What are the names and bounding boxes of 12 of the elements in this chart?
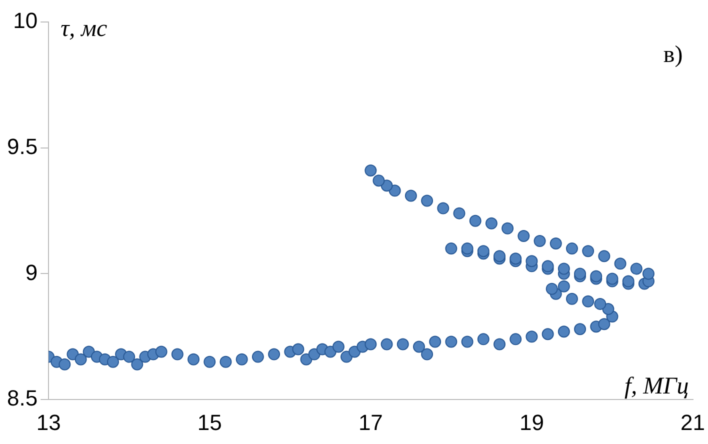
x-tick-label: 15 (197, 410, 222, 435)
y-axis-title: τ, мс (60, 16, 108, 42)
y-tick-label: 10 (13, 8, 38, 34)
x-tick-label: 13 (36, 410, 61, 435)
y-tick-label: 8.5 (6, 386, 38, 411)
y-tick-label: 9.5 (6, 134, 38, 159)
x-tick-label: 17 (358, 410, 383, 435)
x-tick-label: 21 (680, 410, 706, 435)
y-tick-label: 9 (25, 260, 38, 285)
x-axis-title: f, МГц (624, 374, 689, 400)
annotation: в) (663, 42, 683, 68)
x-tick-label: 19 (519, 410, 544, 435)
